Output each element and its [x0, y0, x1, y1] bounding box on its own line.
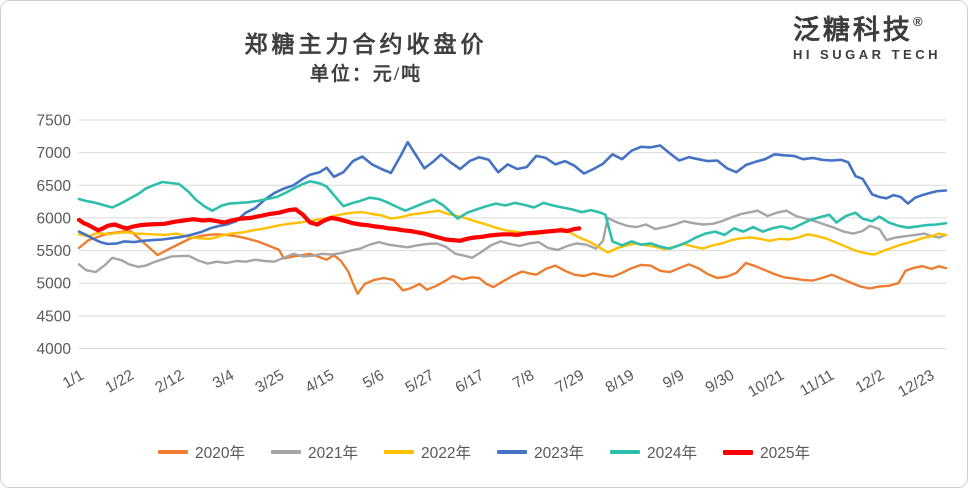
y-axis-label: 5500	[37, 243, 72, 260]
legend-item-2025年: 2025年	[722, 441, 810, 463]
legend-label: 2024年	[646, 445, 697, 462]
x-axis-label: 3/4	[210, 367, 237, 393]
chart-subtitle: 单位：元/吨	[309, 64, 423, 85]
logo-text: 泛糖科技	[792, 15, 913, 45]
legend-label: 2023年	[534, 445, 584, 462]
y-axis-label: 7000	[37, 145, 72, 162]
x-axis-label: 9/30	[703, 367, 738, 397]
legend-item-2020年: 2020年	[158, 441, 245, 463]
x-axis-label: 12/2	[853, 367, 888, 397]
chart-title: 郑糖主力合约收盘价	[244, 32, 488, 57]
chart-legend: 2020年 2021年 2022年 2023年 2024年 2025年	[1, 441, 967, 463]
x-axis-label: 10/21	[745, 367, 787, 401]
x-axis-label: 8/19	[603, 367, 638, 397]
legend-label: 2025年	[759, 445, 810, 462]
brand-logo-tagline: HI SUGAR TECH	[792, 47, 941, 62]
x-axis-label: 3/25	[252, 367, 287, 397]
y-axis-label: 6500	[37, 178, 72, 195]
legend-swatch	[384, 450, 415, 454]
x-axis-label: 5/6	[360, 367, 387, 393]
x-axis-label: 9/9	[660, 367, 687, 393]
x-axis-label: 12/23	[895, 367, 937, 401]
x-axis-label: 2/12	[152, 367, 187, 397]
y-axis-label: 7500	[37, 113, 72, 130]
y-axis-label: 5000	[37, 276, 72, 293]
brand-logo-name: 泛糖科技®	[792, 14, 941, 46]
brand-logo: 泛糖科技® HI SUGAR TECH	[793, 15, 941, 63]
legend-item-2024年: 2024年	[609, 441, 697, 463]
legend-swatch	[271, 450, 302, 454]
x-axis-label: 6/17	[453, 367, 488, 397]
x-axis-label: 7/29	[553, 367, 588, 397]
x-axis-label: 11/11	[797, 367, 837, 400]
series-line-2024年	[77, 180, 948, 250]
legend-swatch	[722, 449, 753, 455]
legend-item-2023年: 2023年	[497, 441, 584, 463]
y-axis-label: 4500	[37, 308, 72, 325]
x-axis-label: 1/22	[102, 367, 137, 397]
x-axis-label: 7/8	[510, 367, 537, 393]
legend-label: 2022年	[421, 445, 471, 462]
series-line-2025年	[76, 207, 582, 243]
legend-item-2022年: 2022年	[384, 441, 471, 463]
y-axis-label: 4000	[37, 341, 72, 358]
legend-swatch	[497, 450, 527, 454]
registered-mark-icon: ®	[912, 14, 926, 29]
legend-swatch	[609, 450, 640, 454]
legend-item-2021年: 2021年	[271, 441, 358, 463]
y-axis-label: 6000	[37, 210, 72, 227]
x-axis-label: 1/1	[60, 367, 87, 393]
legend-swatch	[158, 450, 189, 454]
legend-label: 2020年	[195, 445, 246, 462]
x-axis-label: 5/27	[403, 367, 438, 397]
x-axis-label: 4/15	[302, 367, 337, 397]
series-line-2020年	[77, 229, 948, 295]
series-line-2023年	[77, 140, 948, 246]
legend-label: 2021年	[308, 445, 359, 462]
